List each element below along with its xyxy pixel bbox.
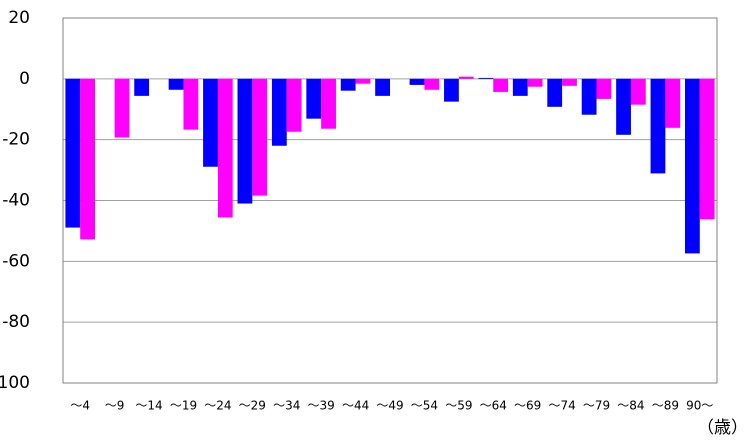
- y-tick-label: 20: [8, 8, 30, 28]
- bar: [547, 78, 563, 107]
- bar: [665, 78, 681, 128]
- bar: [616, 78, 631, 135]
- bar: [306, 78, 322, 119]
- bar: [203, 78, 218, 167]
- bar: [424, 78, 440, 90]
- x-tick-label: ～84: [617, 399, 644, 413]
- bar: [340, 78, 356, 91]
- bar: [596, 78, 612, 99]
- y-tick-label: 100: [0, 373, 30, 393]
- bar: [237, 78, 253, 204]
- bar: [65, 78, 81, 228]
- x-tick-label: ～34: [273, 399, 300, 413]
- x-tick-label: ～44: [342, 399, 369, 413]
- bar: [493, 78, 509, 92]
- x-tick-label: ～29: [239, 399, 266, 413]
- x-tick-label: ～89: [652, 399, 679, 413]
- bar: [375, 78, 390, 96]
- bar: [699, 78, 715, 220]
- x-tick-label: ～4: [70, 399, 90, 413]
- bar: [134, 78, 150, 96]
- x-tick-label: ～24: [204, 399, 231, 413]
- bar: [458, 76, 474, 79]
- x-tick-label: ～74: [548, 399, 575, 413]
- x-tick-label: 90～: [686, 399, 713, 413]
- bar: [355, 78, 371, 84]
- x-tick-label: ～59: [445, 399, 472, 413]
- bar: [286, 78, 302, 132]
- bar: [114, 78, 130, 138]
- bar: [252, 78, 268, 196]
- bar: [684, 78, 700, 254]
- bar: [217, 78, 233, 218]
- bar: [581, 78, 597, 115]
- y-tick-label: -80: [2, 312, 30, 332]
- y-tick-label: 0: [19, 69, 30, 89]
- y-tick-label: -60: [2, 251, 30, 271]
- bar: [444, 78, 459, 102]
- bar: [168, 78, 184, 90]
- bar: [512, 78, 528, 96]
- bar: [650, 78, 666, 174]
- bar: [527, 78, 543, 87]
- x-tick-label: ～19: [170, 399, 197, 413]
- bar: [409, 78, 425, 85]
- x-tick-label: ～64: [480, 399, 507, 413]
- bar: [478, 77, 494, 79]
- x-tick-label: ～69: [514, 399, 541, 413]
- bar: [271, 78, 287, 146]
- x-tick-label: ～49: [376, 399, 403, 413]
- x-tick-label: ～39: [308, 399, 335, 413]
- x-tick-label: ～54: [411, 399, 438, 413]
- plot-frame: [62, 17, 718, 384]
- bar: [80, 78, 96, 240]
- y-tick-label: -20: [2, 130, 30, 150]
- bar: [183, 78, 199, 130]
- x-tick-label: ～14: [135, 399, 162, 413]
- x-tick-label: ～79: [583, 399, 610, 413]
- bar: [321, 78, 336, 129]
- bar: [562, 78, 577, 86]
- bar: [630, 78, 646, 105]
- x-tick-label: ～9: [105, 399, 125, 413]
- y-tick-label: -40: [2, 191, 30, 211]
- x-axis-label: （歳）: [697, 418, 748, 438]
